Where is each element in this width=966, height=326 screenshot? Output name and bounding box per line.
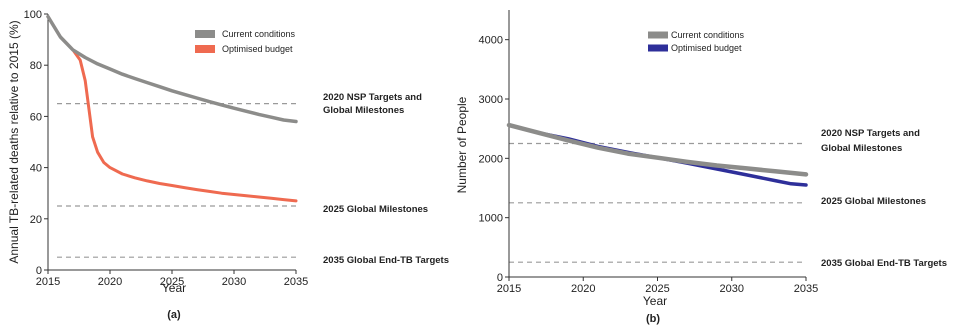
panel-b-legend-label: Current conditions: [671, 30, 745, 40]
panel-a-x-tick-label: 2020: [98, 276, 122, 288]
panel-b-panel-label: (b): [646, 313, 660, 325]
panel-b-legend-swatch: [648, 31, 668, 39]
panel-a-x-tick-label: 2015: [36, 276, 60, 288]
panel-a-panel-label: (a): [167, 309, 181, 321]
panel-b-x-tick-label: 2015: [497, 283, 521, 295]
panel-a-series-line-optimised-budget: [46, 15, 298, 203]
panel-a-series-line-current-conditions: [46, 14, 298, 124]
panel-b-x-axis-title: Year: [643, 294, 667, 308]
panel-a-reference-label-3: 2035 Global End-TB Targets: [323, 255, 449, 266]
panel-a-legend-swatch: [195, 45, 215, 53]
panel-b-y-axis-title: Number of People: [455, 96, 469, 193]
panel-a-y-tick-label: 60: [30, 111, 42, 123]
panel-a-legend-label: Current conditions: [222, 29, 296, 39]
panel-b-x-tick-label: 2030: [720, 283, 744, 295]
panel-b-reference-label-3: 2035 Global End-TB Targets: [821, 258, 947, 269]
panel-b-x-tick-label: 2035: [794, 283, 818, 295]
panel-b-y-tick-label: 1000: [479, 213, 503, 225]
panel-b-y-tick-label: 0: [497, 272, 503, 284]
panel-a-reference-label-2: 2025 Global Milestones: [323, 204, 428, 215]
panel-a-chart: 0 20 40 60 80 100 2015 2020 2025 2030 2035 Current …: [7, 9, 449, 321]
panel-a-y-tick-label: 40: [30, 163, 42, 175]
panel-b-y-tick-label: 4000: [479, 35, 503, 47]
panel-a-x-tick-label: 2035: [284, 276, 308, 288]
panel-a-x-axis-title: Year: [162, 281, 186, 295]
panel-b-series-line-optimised-budget: [507, 123, 808, 187]
panel-a-y-tick-label: 80: [30, 60, 42, 72]
panel-b-y-tick-label: 3000: [479, 94, 503, 106]
panel-b-reference-label-2: 2025 Global Milestones: [821, 196, 926, 207]
panel-b-reference-label-1: 2020 NSP Targets and Global Milestones: [821, 128, 920, 154]
panel-b-legend-label: Optimised budget: [671, 43, 742, 53]
panel-a-y-axis-title: Annual TB-related deaths relative to 201…: [7, 20, 21, 263]
panel-b-series-line-current-conditions: [506, 122, 809, 177]
panel-a-y-tick-label: 0: [36, 265, 42, 277]
panel-a-x-tick-label: 2025: [160, 276, 184, 288]
panel-a-reference-label-1: 2020 NSP Targets and Global Milestones: [323, 92, 422, 116]
panel-a-legend-label: Optimised budget: [222, 44, 293, 54]
panel-a-y-tick-label: 100: [24, 9, 42, 21]
panel-b-y-tick-label: 2000: [479, 153, 503, 165]
panel-a-legend-swatch: [195, 30, 215, 38]
panel-b-legend-swatch: [648, 44, 668, 52]
panel-b-x-tick-label: 2020: [571, 283, 595, 295]
panel-a-x-tick-label: 2030: [222, 276, 246, 288]
panel-b-chart: 0 1000 2000 3000 4000 2015 2020 2025 2030 2035 Cur…: [455, 10, 947, 325]
panel-b-x-tick-label: 2025: [645, 283, 669, 295]
panel-a-y-tick-label: 20: [30, 214, 42, 226]
